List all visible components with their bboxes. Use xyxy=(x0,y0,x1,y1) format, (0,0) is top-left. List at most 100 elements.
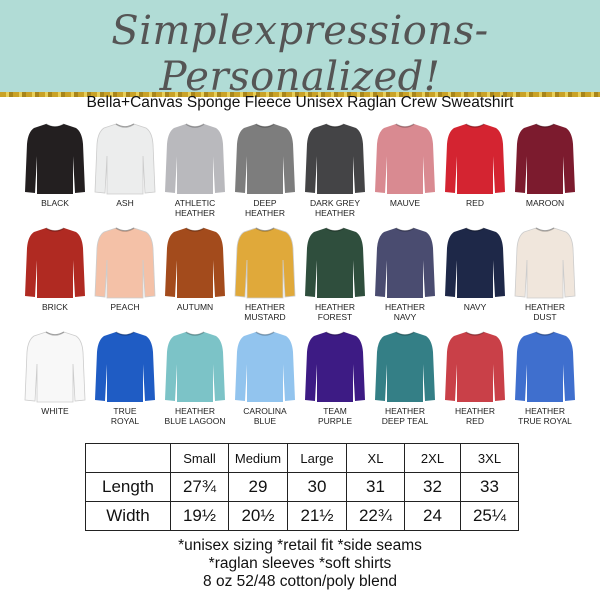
color-swatch[interactable]: HEATHER DUST xyxy=(510,226,580,322)
size-header-cell: 3XL xyxy=(460,443,519,473)
sweatshirt-image xyxy=(234,227,296,299)
header-banner: Simplexpressions- Personalized! xyxy=(0,0,600,100)
row-label: Width xyxy=(85,501,171,531)
table-cell: 25¼ xyxy=(460,501,519,531)
swatch-label: HEATHER RED xyxy=(455,406,495,426)
size-header-cell: Small xyxy=(170,443,229,473)
sweatshirt-image xyxy=(445,331,505,402)
sweatshirt-image xyxy=(165,331,225,402)
color-swatch[interactable]: AUTUMN xyxy=(160,226,230,312)
swatch-label: HEATHER BLUE LAGOON xyxy=(164,406,226,426)
color-swatch[interactable]: BRICK xyxy=(20,226,90,312)
sweatshirt-image xyxy=(235,331,295,402)
table-cell: 27¾ xyxy=(170,472,229,502)
note-line: *unisex sizing *retail fit *side seams xyxy=(178,537,422,554)
sweatshirt-image xyxy=(305,331,365,402)
sweatshirt-image xyxy=(95,331,155,402)
size-header-cell: Medium xyxy=(228,443,288,473)
swatch-label: WHITE xyxy=(41,406,69,416)
swatch-label: CAROLINA BLUE xyxy=(243,406,287,426)
color-swatch[interactable]: PEACH xyxy=(90,226,160,312)
swatch-label: BLACK xyxy=(41,198,69,208)
swatch-label: DARK GREY HEATHER xyxy=(309,198,361,218)
sweatshirt-image xyxy=(515,331,575,402)
size-header-cell xyxy=(85,443,171,473)
product-title: Bella+Canvas Sponge Fleece Unisex Raglan… xyxy=(86,94,514,111)
swatch-label: HEATHER TRUE ROYAL xyxy=(518,406,572,426)
table-cell: 21½ xyxy=(287,501,347,531)
color-swatch[interactable]: HEATHER NAVY xyxy=(370,226,440,322)
table-cell: 32 xyxy=(404,472,461,502)
sweatshirt-image xyxy=(25,123,85,194)
table-cell: 33 xyxy=(460,472,519,502)
sweatshirt-image xyxy=(515,123,575,194)
swatch-label: ATHLETIC HEATHER xyxy=(174,198,216,218)
table-row: Length 27¾ 29 30 31 32 33 xyxy=(85,472,519,502)
swatch-label: HEATHER DUST xyxy=(525,302,565,322)
color-swatch[interactable]: RED xyxy=(440,122,510,208)
color-swatch[interactable]: BLACK xyxy=(20,122,90,208)
color-swatch[interactable]: DARK GREY HEATHER xyxy=(300,122,370,218)
swatch-label: RED xyxy=(466,198,484,208)
sweatshirt-image xyxy=(445,227,505,298)
swatch-label: HEATHER DEEP TEAL xyxy=(381,406,429,426)
swatch-label: AUTUMN xyxy=(176,302,214,312)
color-swatch[interactable]: HEATHER DEEP TEAL xyxy=(370,330,440,426)
size-header-cell: XL xyxy=(346,443,405,473)
color-swatch[interactable]: WHITE xyxy=(20,330,90,416)
swatch-label: MAUVE xyxy=(389,198,421,208)
swatch-label: HEATHER NAVY xyxy=(385,302,425,322)
swatch-label: HEATHER FOREST xyxy=(315,302,355,322)
color-swatch[interactable]: HEATHER TRUE ROYAL xyxy=(510,330,580,426)
sweatshirt-image xyxy=(24,331,86,403)
color-swatch[interactable]: ASH xyxy=(90,122,160,208)
row-label: Length xyxy=(85,472,171,502)
swatch-label: MAROON xyxy=(525,198,565,208)
color-swatch[interactable]: MAUVE xyxy=(370,122,440,208)
color-swatch[interactable]: ATHLETIC HEATHER xyxy=(160,122,230,218)
table-cell: 24 xyxy=(404,501,461,531)
swatch-label: NAVY xyxy=(463,302,487,312)
sweatshirt-image xyxy=(375,227,435,298)
sweatshirt-image xyxy=(445,123,505,194)
color-swatch[interactable]: CAROLINA BLUE xyxy=(230,330,300,426)
note-line: 8 oz 52/48 cotton/poly blend xyxy=(203,573,397,590)
brand-logo: Simplexpressions- Personalized! xyxy=(111,8,489,100)
sweatshirt-image xyxy=(514,227,576,299)
sweatshirt-image xyxy=(305,227,365,298)
swatch-label: TRUE ROYAL xyxy=(110,406,140,426)
color-swatch[interactable]: TRUE ROYAL xyxy=(90,330,160,426)
sweatshirt-image xyxy=(305,123,365,194)
table-cell: 30 xyxy=(287,472,347,502)
sweatshirt-image xyxy=(94,123,156,195)
table-cell: 19½ xyxy=(170,501,229,531)
color-swatch[interactable]: HEATHER BLUE LAGOON xyxy=(160,330,230,426)
color-swatch[interactable]: NAVY xyxy=(440,226,510,312)
sweatshirt-image xyxy=(165,123,225,194)
color-swatch[interactable]: HEATHER RED xyxy=(440,330,510,426)
color-swatch[interactable]: HEATHER MUSTARD xyxy=(230,226,300,322)
table-cell: 20½ xyxy=(228,501,288,531)
table-row: Width 19½ 20½ 21½ 22¾ 24 25¼ xyxy=(85,501,519,531)
size-header-cell: 2XL xyxy=(404,443,461,473)
swatch-label: BRICK xyxy=(42,302,68,312)
sweatshirt-image xyxy=(165,227,225,298)
color-swatch[interactable]: TEAM PURPLE xyxy=(300,330,370,426)
swatch-label: DEEP HEATHER xyxy=(245,198,285,218)
product-notes: *unisex sizing *retail fit *side seams *… xyxy=(0,537,600,591)
table-cell: 22¾ xyxy=(346,501,405,531)
size-chart: Small Medium Large XL 2XL 3XL Length 27¾… xyxy=(85,443,519,531)
note-line: *raglan sleeves *soft shirts xyxy=(208,555,392,572)
sweatshirt-image xyxy=(375,123,435,194)
sweatshirt-image xyxy=(235,123,295,194)
swatch-label: ASH xyxy=(116,198,134,208)
sweatshirt-image xyxy=(94,227,156,299)
color-swatch[interactable]: DEEP HEATHER xyxy=(230,122,300,218)
color-swatch[interactable]: MAROON xyxy=(510,122,580,208)
swatch-label: PEACH xyxy=(110,302,140,312)
table-cell: 29 xyxy=(228,472,288,502)
swatch-label: TEAM PURPLE xyxy=(317,406,352,426)
gold-glitter-divider xyxy=(0,92,600,97)
size-header-cell: Large xyxy=(287,443,347,473)
color-swatch[interactable]: HEATHER FOREST xyxy=(300,226,370,322)
